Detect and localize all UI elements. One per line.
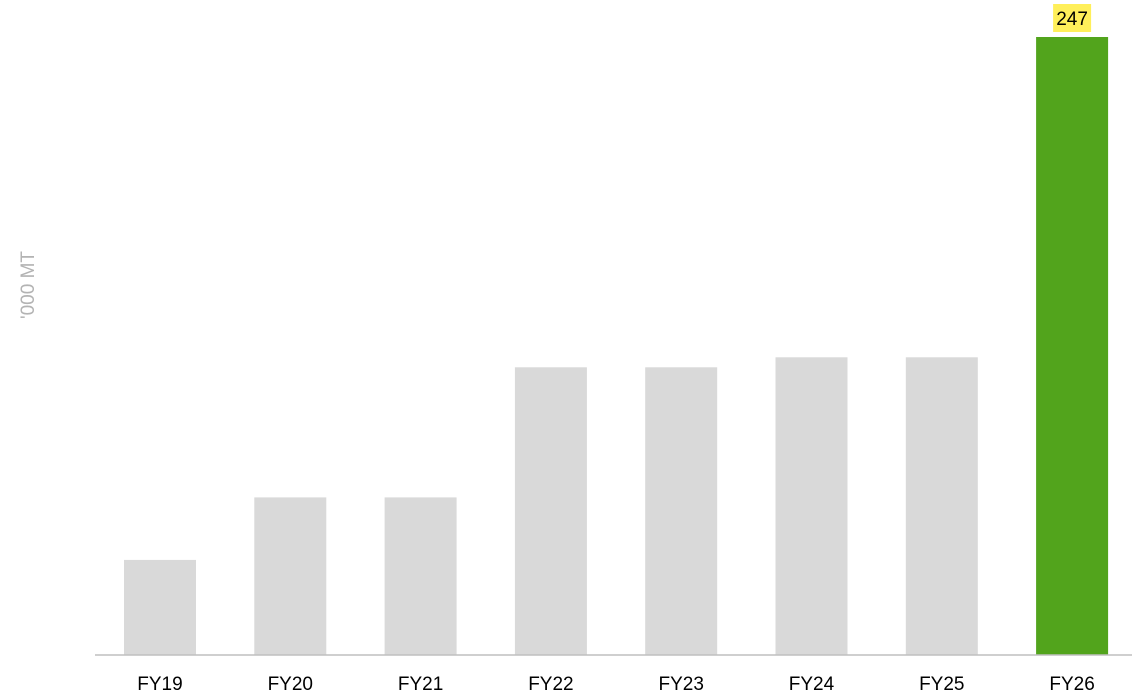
x-tick-label-fy20: FY20: [268, 674, 313, 695]
x-tick-label-fy21: FY21: [398, 674, 443, 695]
bar-fy20: [254, 497, 327, 655]
x-tick-label-fy23: FY23: [658, 674, 703, 695]
data-labels: 247: [1053, 4, 1092, 32]
bar-fy26: [1036, 37, 1109, 655]
data-label-text: 247: [1056, 9, 1088, 30]
data-label-fy26: 247: [1053, 4, 1092, 32]
bar-fy23: [645, 367, 718, 655]
bar-fy25: [905, 357, 978, 655]
bars: [124, 37, 1109, 655]
bar-fy21: [384, 497, 457, 655]
x-tick-label-fy24: FY24: [789, 674, 835, 695]
x-tick-label-fy22: FY22: [528, 674, 573, 695]
bar-fy24: [775, 357, 848, 655]
x-tick-label-fy26: FY26: [1049, 674, 1094, 695]
x-tick-label-fy19: FY19: [137, 674, 182, 695]
x-tick-labels: FY19 FY20 FY21 FY22 FY23 FY24 FY25 FY26: [137, 674, 1095, 695]
y-axis-label: '000 MT: [18, 251, 39, 319]
x-tick-label-fy25: FY25: [919, 674, 964, 695]
bar-fy19: [124, 559, 196, 655]
bar-fy22: [514, 367, 587, 655]
data-label-highlight: [1053, 4, 1092, 32]
